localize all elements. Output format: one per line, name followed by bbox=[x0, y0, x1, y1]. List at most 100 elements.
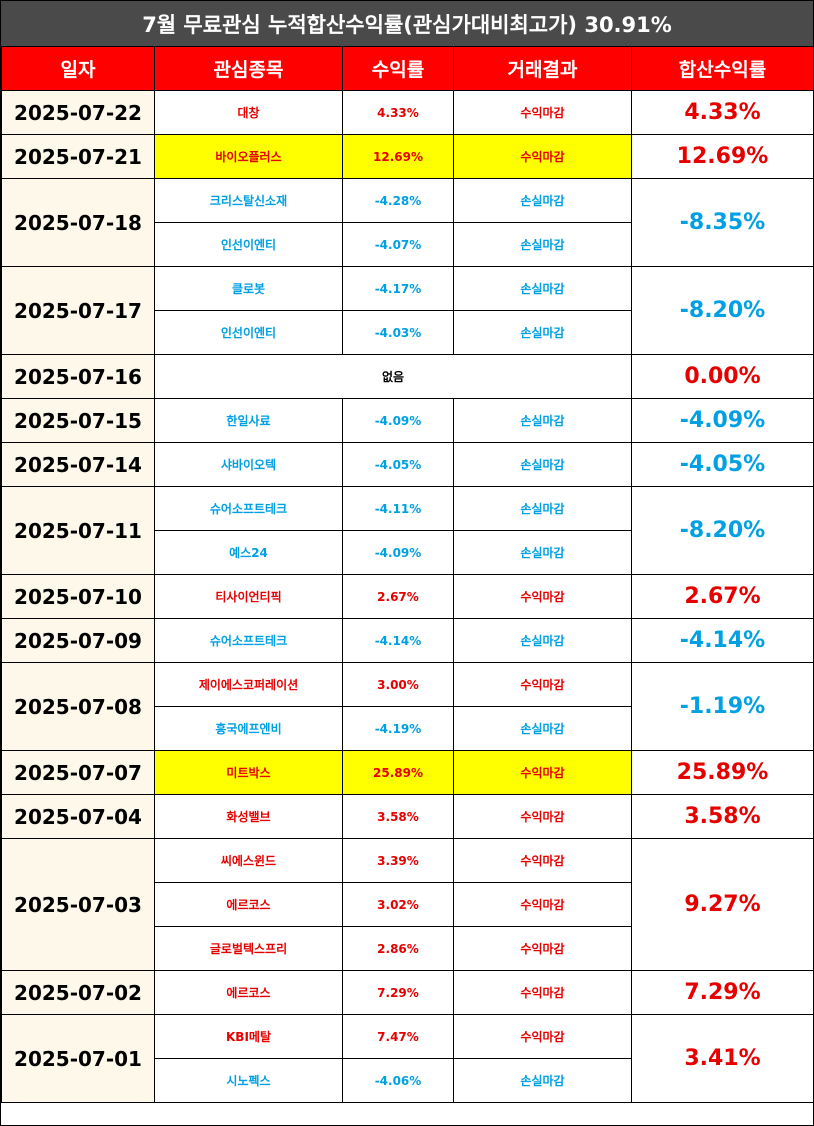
total-return-cell: 7.29% bbox=[631, 970, 813, 1015]
total-return-cell: 4.33% bbox=[631, 90, 813, 135]
date-cell: 2025-07-08 bbox=[1, 662, 155, 751]
stock-name-cell: 에르코스 bbox=[154, 882, 343, 927]
returns-table: 일자 관심종목 수익률 거래결과 합산수익률 2025-07-22 대창 4.33%… bbox=[1, 46, 814, 1103]
table-row: 2025-07-04 화성밸브 3.58% 수익마감 3.58% bbox=[1, 794, 813, 839]
table-row: 2025-07-10 티사이언티픽 2.67% 수익마감 2.67% bbox=[1, 574, 813, 619]
header-result: 거래결과 bbox=[453, 46, 632, 91]
table-row: 2025-07-01 KBI메탈 7.47% 수익마감 3.41% bbox=[1, 1014, 813, 1103]
stock-return-cell: 3.02% bbox=[342, 882, 454, 927]
table-row: 2025-07-09 슈어소프트테크 -4.14% 손실마감 -4.14% bbox=[1, 618, 813, 663]
date-cell: 2025-07-17 bbox=[1, 266, 155, 355]
trade-result-cell: 손실마감 bbox=[453, 398, 632, 443]
stock-name-cell: 예스24 bbox=[154, 530, 343, 575]
date-cell: 2025-07-18 bbox=[1, 178, 155, 267]
trade-result-cell: 수익마감 bbox=[453, 662, 632, 707]
date-cell: 2025-07-14 bbox=[1, 442, 155, 487]
total-return-cell: 2.67% bbox=[631, 574, 813, 619]
date-cell: 2025-07-02 bbox=[1, 970, 155, 1015]
stock-name-cell: 크리스탈신소재 bbox=[154, 178, 343, 223]
total-return-cell: -8.20% bbox=[631, 266, 813, 355]
stock-name-cell: 슈어소프트테크 bbox=[154, 618, 343, 663]
table-row: 2025-07-18 크리스탈신소재 -4.28% 손실마감 -8.35% bbox=[1, 178, 813, 267]
table-row: 인선이엔티 -4.03% 손실마감 bbox=[2, 310, 814, 355]
stock-return-cell: 3.58% bbox=[342, 794, 454, 839]
stock-return-cell: -4.17% bbox=[342, 266, 454, 311]
total-return-cell: -4.05% bbox=[631, 442, 813, 487]
trade-result-cell: 손실마감 bbox=[453, 706, 632, 751]
table-row: 2025-07-02 에르코스 7.29% 수익마감 7.29% bbox=[1, 970, 813, 1015]
stock-name-cell: 한일사료 bbox=[154, 398, 343, 443]
stock-name-cell: 인선이엔티 bbox=[154, 310, 343, 355]
stock-return-cell: 12.69% bbox=[342, 134, 454, 179]
table-row: 2025-07-17 클로봇 -4.17% 손실마감 -8.20% bbox=[1, 266, 813, 355]
stock-return-cell: 7.47% bbox=[342, 1014, 454, 1059]
trade-result-cell: 손실마감 bbox=[453, 442, 632, 487]
date-cell: 2025-07-11 bbox=[1, 486, 155, 575]
stock-name-cell: 인선이엔티 bbox=[154, 222, 343, 267]
trade-result-cell: 손실마감 bbox=[453, 530, 632, 575]
stock-return-cell: -4.28% bbox=[342, 178, 454, 223]
stock-return-cell: -4.06% bbox=[342, 1058, 454, 1103]
stock-return-cell: -4.09% bbox=[342, 530, 454, 575]
stock-name-cell: 슈어소프트테크 bbox=[154, 486, 343, 531]
stock-return-cell: -4.11% bbox=[342, 486, 454, 531]
stock-return-cell: 4.33% bbox=[342, 90, 454, 135]
stock-return-cell: 3.39% bbox=[342, 838, 454, 883]
stock-name-cell: 글로벌텍스프리 bbox=[154, 926, 343, 971]
stock-name-cell: KBI메탈 bbox=[154, 1014, 343, 1059]
trade-result-cell: 수익마감 bbox=[453, 750, 632, 795]
trade-result-cell: 수익마감 bbox=[453, 838, 632, 883]
stock-return-cell: -4.14% bbox=[342, 618, 454, 663]
table-row: 2025-07-15 한일사료 -4.09% 손실마감 -4.09% bbox=[1, 398, 813, 443]
header-stock: 관심종목 bbox=[154, 46, 343, 91]
table-row: 2025-07-11 슈어소프트테크 -4.11% 손실마감 -8.20% bbox=[1, 486, 813, 575]
trade-result-cell: 손실마감 bbox=[453, 178, 632, 223]
total-return-cell: 3.58% bbox=[631, 794, 813, 839]
stock-name-cell: 제이에스코퍼레이션 bbox=[154, 662, 343, 707]
table-row: 예스24 -4.09% 손실마감 bbox=[2, 530, 814, 575]
stock-return-cell: 7.29% bbox=[342, 970, 454, 1015]
table-row: 시노펙스 -4.06% 손실마감 bbox=[2, 1058, 814, 1103]
table-row: 2025-07-03 씨에스윈드 3.39% 수익마감 9.27% bbox=[1, 838, 813, 971]
stock-name-cell: 대창 bbox=[154, 90, 343, 135]
stock-return-cell: 25.89% bbox=[342, 750, 454, 795]
stock-name-cell: 시노펙스 bbox=[154, 1058, 343, 1103]
stock-return-cell: 2.67% bbox=[342, 574, 454, 619]
trade-result-cell: 손실마감 bbox=[453, 1058, 632, 1103]
stock-name-cell: 샤바이오텍 bbox=[154, 442, 343, 487]
stock-return-cell: -4.19% bbox=[342, 706, 454, 751]
table-row: 흥국에프엔비 -4.19% 손실마감 bbox=[2, 706, 814, 751]
stock-return-cell: -4.05% bbox=[342, 442, 454, 487]
header-date: 일자 bbox=[1, 46, 155, 91]
trade-result-cell: 수익마감 bbox=[453, 134, 632, 179]
no-stock-cell: 없음 bbox=[154, 354, 632, 399]
trade-result-cell: 수익마감 bbox=[453, 970, 632, 1015]
date-cell: 2025-07-01 bbox=[1, 1014, 155, 1103]
stock-return-cell: -4.03% bbox=[342, 310, 454, 355]
stock-name-cell: 씨에스윈드 bbox=[154, 838, 343, 883]
table-body: 2025-07-22 대창 4.33% 수익마감 4.33% 2025-07-21 바이오플… bbox=[1, 90, 814, 1103]
trade-result-cell: 수익마감 bbox=[453, 90, 632, 135]
page-title: 7월 무료관심 누적합산수익률(관심가대비최고가) 30.91% bbox=[1, 1, 813, 46]
table-row: 2025-07-21 바이오플러스 12.69% 수익마감 12.69% bbox=[1, 134, 813, 179]
date-cell: 2025-07-16 bbox=[1, 354, 155, 399]
trade-result-cell: 손실마감 bbox=[453, 266, 632, 311]
total-return-cell: -8.35% bbox=[631, 178, 813, 267]
table-row: 글로벌텍스프리 2.86% 수익마감 bbox=[2, 926, 814, 971]
stock-name-cell: 흥국에프엔비 bbox=[154, 706, 343, 751]
header-return: 수익률 bbox=[342, 46, 454, 91]
total-return-cell: 3.41% bbox=[631, 1014, 813, 1103]
date-cell: 2025-07-09 bbox=[1, 618, 155, 663]
total-return-cell: -8.20% bbox=[631, 486, 813, 575]
total-return-cell: -1.19% bbox=[631, 662, 813, 751]
header-row: 일자 관심종목 수익률 거래결과 합산수익률 bbox=[1, 46, 813, 91]
trade-result-cell: 손실마감 bbox=[453, 222, 632, 267]
trade-result-cell: 손실마감 bbox=[453, 618, 632, 663]
table-row: 2025-07-14 샤바이오텍 -4.05% 손실마감 -4.05% bbox=[1, 442, 813, 487]
table-row: 2025-07-08 제이에스코퍼레이션 3.00% 수익마감 -1.19% bbox=[1, 662, 813, 751]
total-return-cell: 12.69% bbox=[631, 134, 813, 179]
date-cell: 2025-07-22 bbox=[1, 90, 155, 135]
date-cell: 2025-07-04 bbox=[1, 794, 155, 839]
stock-name-cell: 바이오플러스 bbox=[154, 134, 343, 179]
